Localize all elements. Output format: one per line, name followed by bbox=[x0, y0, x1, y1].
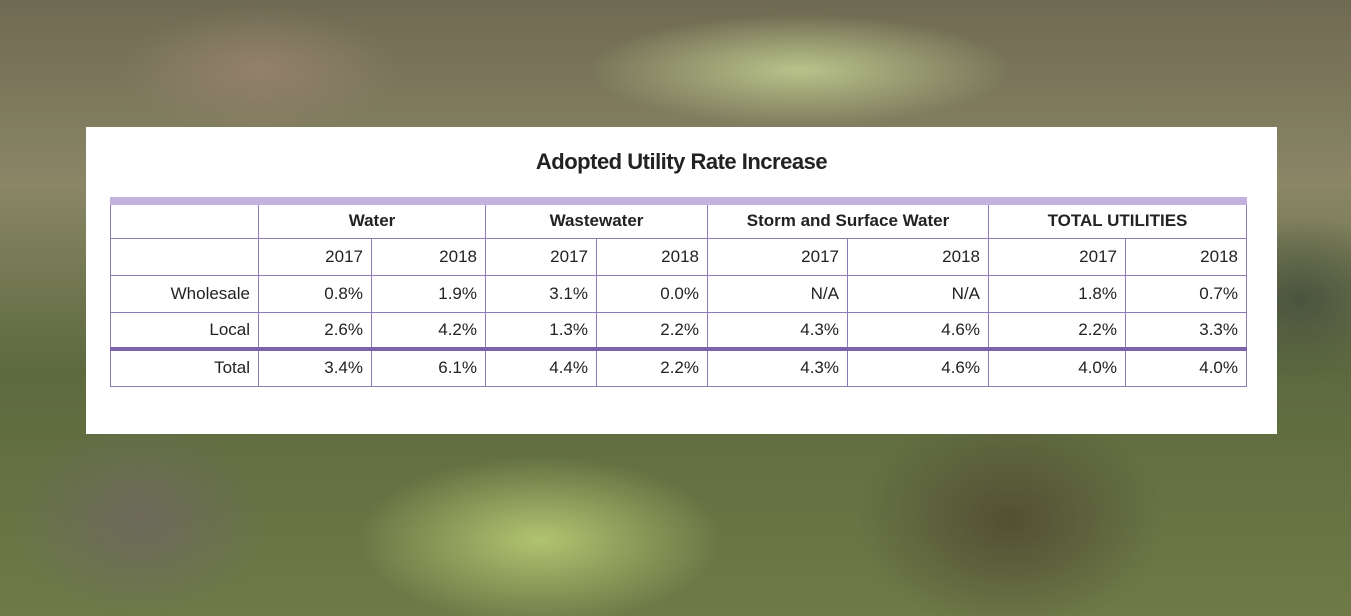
cell: 0.0% bbox=[596, 274, 708, 313]
cell: 0.8% bbox=[258, 274, 372, 313]
year-row: 2017 2018 2017 2018 2017 2018 2017 2018 bbox=[110, 237, 1247, 276]
group-header: Wastewater bbox=[485, 200, 708, 239]
cell: 3.4% bbox=[258, 347, 372, 387]
year-header: 2018 bbox=[371, 237, 486, 276]
empty-cell bbox=[110, 237, 259, 276]
cell: 4.0% bbox=[1125, 347, 1247, 387]
cell: 4.3% bbox=[707, 311, 848, 350]
cell: 2.2% bbox=[988, 311, 1126, 350]
cell: 4.2% bbox=[371, 311, 486, 350]
cell: 4.4% bbox=[485, 347, 597, 387]
data-row: Wholesale 0.8% 1.9% 3.1% 0.0% N/A N/A 1.8% 0.7% bbox=[110, 274, 1247, 313]
cell: 1.9% bbox=[371, 274, 486, 313]
cell: N/A bbox=[707, 274, 848, 313]
cell: 3.1% bbox=[485, 274, 597, 313]
cell: 4.0% bbox=[988, 347, 1126, 387]
group-header: Water bbox=[258, 200, 486, 239]
table-title: Adopted Utility Rate Increase bbox=[535, 149, 828, 174]
cell: 3.3% bbox=[1125, 311, 1247, 350]
group-header: TOTAL UTILITIES bbox=[988, 200, 1247, 239]
cell: 1.8% bbox=[988, 274, 1126, 313]
year-header: 2018 bbox=[1125, 237, 1247, 276]
row-label: Wholesale bbox=[110, 274, 259, 313]
cell: 2.2% bbox=[596, 311, 708, 350]
cell: N/A bbox=[847, 274, 989, 313]
year-header: 2018 bbox=[596, 237, 708, 276]
group-header: Storm and Surface Water bbox=[707, 200, 989, 239]
year-header: 2017 bbox=[485, 237, 597, 276]
row-label: Total bbox=[110, 347, 259, 387]
cell: 2.6% bbox=[258, 311, 372, 350]
cell: 4.6% bbox=[847, 347, 989, 387]
cell: 1.3% bbox=[485, 311, 597, 350]
cell: 2.2% bbox=[596, 347, 708, 387]
year-header: 2018 bbox=[847, 237, 989, 276]
cell: 6.1% bbox=[371, 347, 486, 387]
year-header: 2017 bbox=[707, 237, 848, 276]
data-row: Total 3.4% 6.1% 4.4% 2.2% 4.3% 4.6% 4.0% 4.0% bbox=[110, 347, 1247, 387]
cell: 4.3% bbox=[707, 347, 848, 387]
panel: Adopted Utility Rate Increase Water Waste… bbox=[86, 127, 1277, 434]
row-label: Local bbox=[110, 311, 259, 350]
empty-cell bbox=[110, 200, 259, 239]
cell: 4.6% bbox=[847, 311, 989, 350]
group-header-row: Water Wastewater Storm and Surface Water TO… bbox=[110, 200, 1247, 239]
data-row: Local 2.6% 4.2% 1.3% 2.2% 4.3% 4.6% 2.2% 3.3% bbox=[110, 311, 1247, 350]
year-header: 2017 bbox=[988, 237, 1126, 276]
cell: 0.7% bbox=[1125, 274, 1247, 313]
rate-table: Water Wastewater Storm and Surface Water TO… bbox=[110, 197, 1247, 387]
year-header: 2017 bbox=[258, 237, 372, 276]
